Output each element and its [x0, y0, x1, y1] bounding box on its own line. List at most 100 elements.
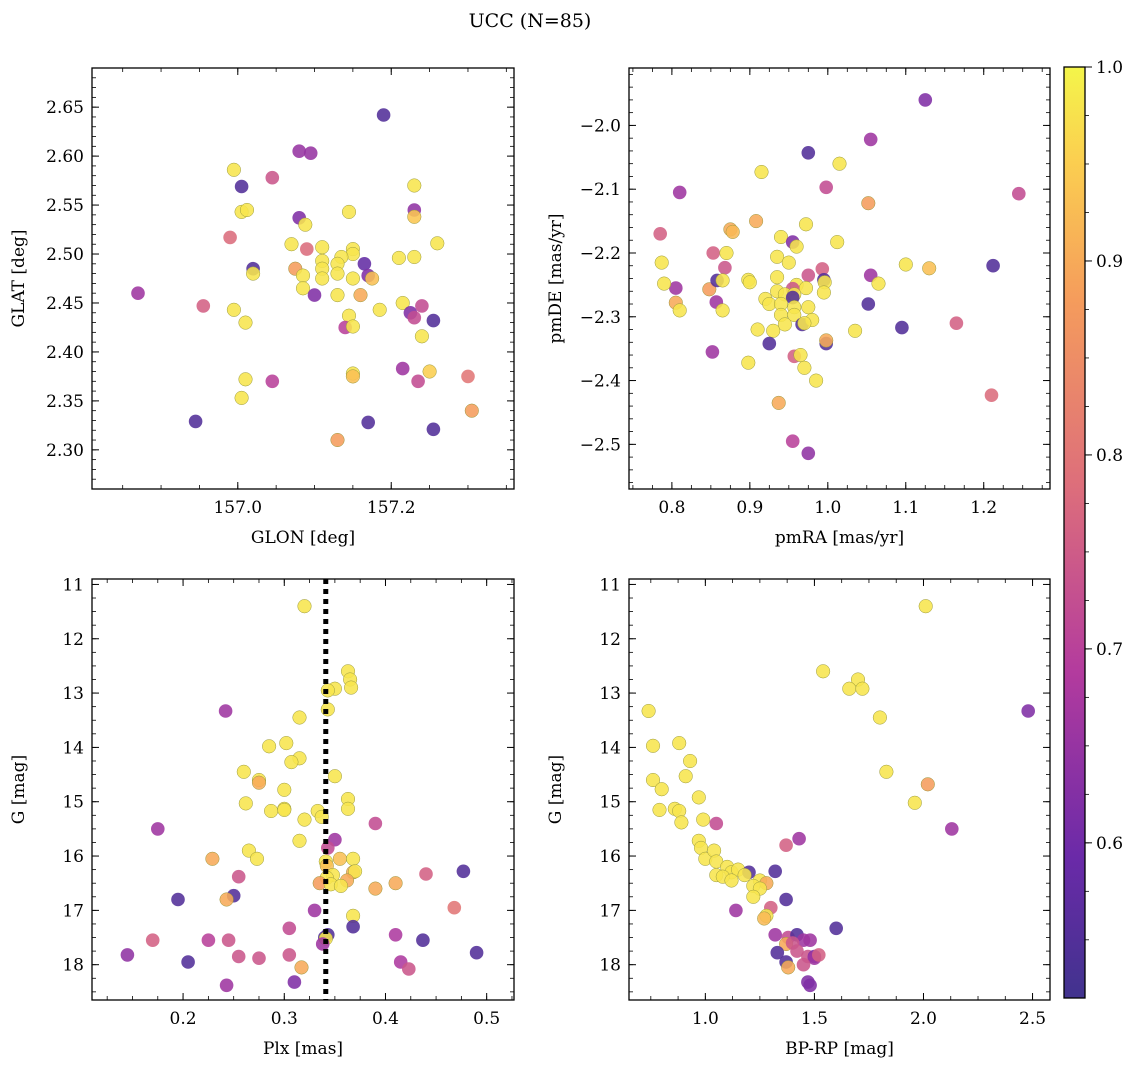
- data-point: [238, 315, 253, 330]
- data-point: [292, 833, 307, 848]
- data-point: [801, 300, 816, 315]
- y-tick-label: 12: [62, 630, 84, 650]
- x-tick-label: 1.2: [970, 498, 997, 518]
- data-point: [239, 202, 255, 218]
- data-point: [341, 204, 357, 219]
- data-point: [696, 812, 711, 827]
- figure-title: UCC (N=85): [469, 10, 592, 32]
- data-point: [346, 851, 361, 866]
- y-tick-label: 14: [62, 738, 84, 758]
- data-point: [654, 255, 669, 270]
- data-point: [770, 270, 785, 285]
- data-point: [238, 372, 253, 387]
- data-point: [201, 933, 216, 947]
- data-point: [779, 838, 793, 852]
- data-point: [238, 796, 253, 811]
- y-axis-label: G [mag]: [9, 755, 29, 824]
- data-point: [368, 881, 383, 896]
- data-point: [249, 851, 265, 866]
- data-point: [297, 812, 312, 827]
- data-point: [340, 801, 356, 816]
- data-point: [395, 361, 410, 376]
- scatter-panels: 157.0 157.22.302.352.402.452.502.552.602.…: [9, 67, 1051, 1059]
- data-point: [801, 146, 816, 160]
- x-axis-label: GLON [deg]: [251, 528, 355, 548]
- data-point: [346, 919, 360, 934]
- data-point: [654, 782, 669, 797]
- data-point: [226, 302, 241, 317]
- data-point: [777, 317, 792, 332]
- colorbar-tick-label: 0.7: [1096, 640, 1123, 660]
- data-point: [819, 180, 833, 195]
- x-tick-label: 0.9: [736, 498, 763, 518]
- data-point: [345, 271, 360, 286]
- data-point: [426, 313, 441, 328]
- data-point: [842, 681, 857, 696]
- data-point: [284, 237, 299, 252]
- data-point: [725, 224, 740, 239]
- x-tick-label: 0.4: [372, 1009, 399, 1029]
- data-point: [265, 170, 280, 185]
- data-point: [221, 933, 236, 947]
- data-point: [652, 802, 667, 817]
- y-tick-label: 11: [599, 575, 621, 595]
- y-tick-label: 18: [599, 956, 621, 976]
- data-point: [469, 945, 484, 960]
- data-point: [368, 816, 383, 831]
- data-points: [641, 599, 1035, 993]
- data-point: [832, 156, 847, 171]
- data-point: [188, 414, 203, 429]
- data-point: [879, 764, 894, 779]
- y-tick-label: 2.40: [46, 343, 84, 363]
- data-point: [672, 303, 687, 318]
- plot-frame: [91, 67, 515, 490]
- data-point: [771, 395, 786, 410]
- data-point: [984, 388, 999, 403]
- y-tick-label: 18: [62, 956, 84, 976]
- data-point: [797, 360, 812, 375]
- data-point: [768, 864, 782, 879]
- colorbar-tick-label: 0.9: [1096, 252, 1123, 272]
- data-point: [456, 864, 471, 879]
- data-point: [715, 303, 730, 318]
- data-point: [657, 276, 672, 291]
- data-point: [234, 179, 249, 194]
- data-point: [705, 345, 720, 359]
- data-point: [251, 775, 267, 790]
- data-point: [669, 281, 683, 295]
- y-tick-label: −2.2: [580, 244, 621, 264]
- data-point: [766, 323, 781, 338]
- colorbar-tick-label: 0.6: [1096, 834, 1123, 854]
- y-tick-label: 2.45: [46, 294, 84, 314]
- data-point: [345, 319, 360, 334]
- scatter-panel-4: 1.0 1.5 2.0 2.5 11 12 13 14 15 16 17 18 BP-RP [mag] G…: [546, 575, 1051, 1059]
- data-point: [295, 281, 311, 296]
- data-point: [678, 769, 693, 784]
- data-point: [746, 889, 761, 904]
- data-point: [300, 242, 314, 256]
- data-point: [277, 782, 292, 797]
- y-tick-label: −2.3: [580, 308, 621, 328]
- y-tick-label: −2.5: [580, 435, 621, 455]
- data-point: [376, 108, 391, 122]
- x-tick-label: 157.2: [367, 498, 416, 518]
- data-point: [407, 209, 422, 224]
- data-point: [234, 390, 249, 405]
- data-point: [332, 851, 347, 866]
- data-point: [391, 250, 406, 265]
- data-point: [691, 790, 706, 805]
- y-tick-label: 17: [62, 901, 84, 921]
- data-point: [895, 320, 909, 335]
- data-point: [292, 710, 307, 725]
- data-point: [920, 777, 935, 792]
- data-point: [279, 736, 294, 751]
- data-point: [262, 739, 277, 754]
- data-point: [307, 903, 322, 918]
- data-point: [816, 285, 831, 300]
- x-tick-label: 0.2: [170, 1009, 197, 1029]
- y-tick-label: 14: [599, 738, 621, 758]
- data-point: [706, 246, 720, 260]
- x-tick-label: 1.5: [801, 1009, 828, 1029]
- y-tick-label: 13: [62, 684, 84, 704]
